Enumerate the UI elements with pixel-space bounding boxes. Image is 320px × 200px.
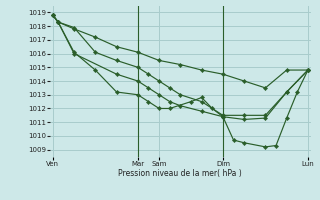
X-axis label: Pression niveau de la mer( hPa ): Pression niveau de la mer( hPa ) [118,169,242,178]
